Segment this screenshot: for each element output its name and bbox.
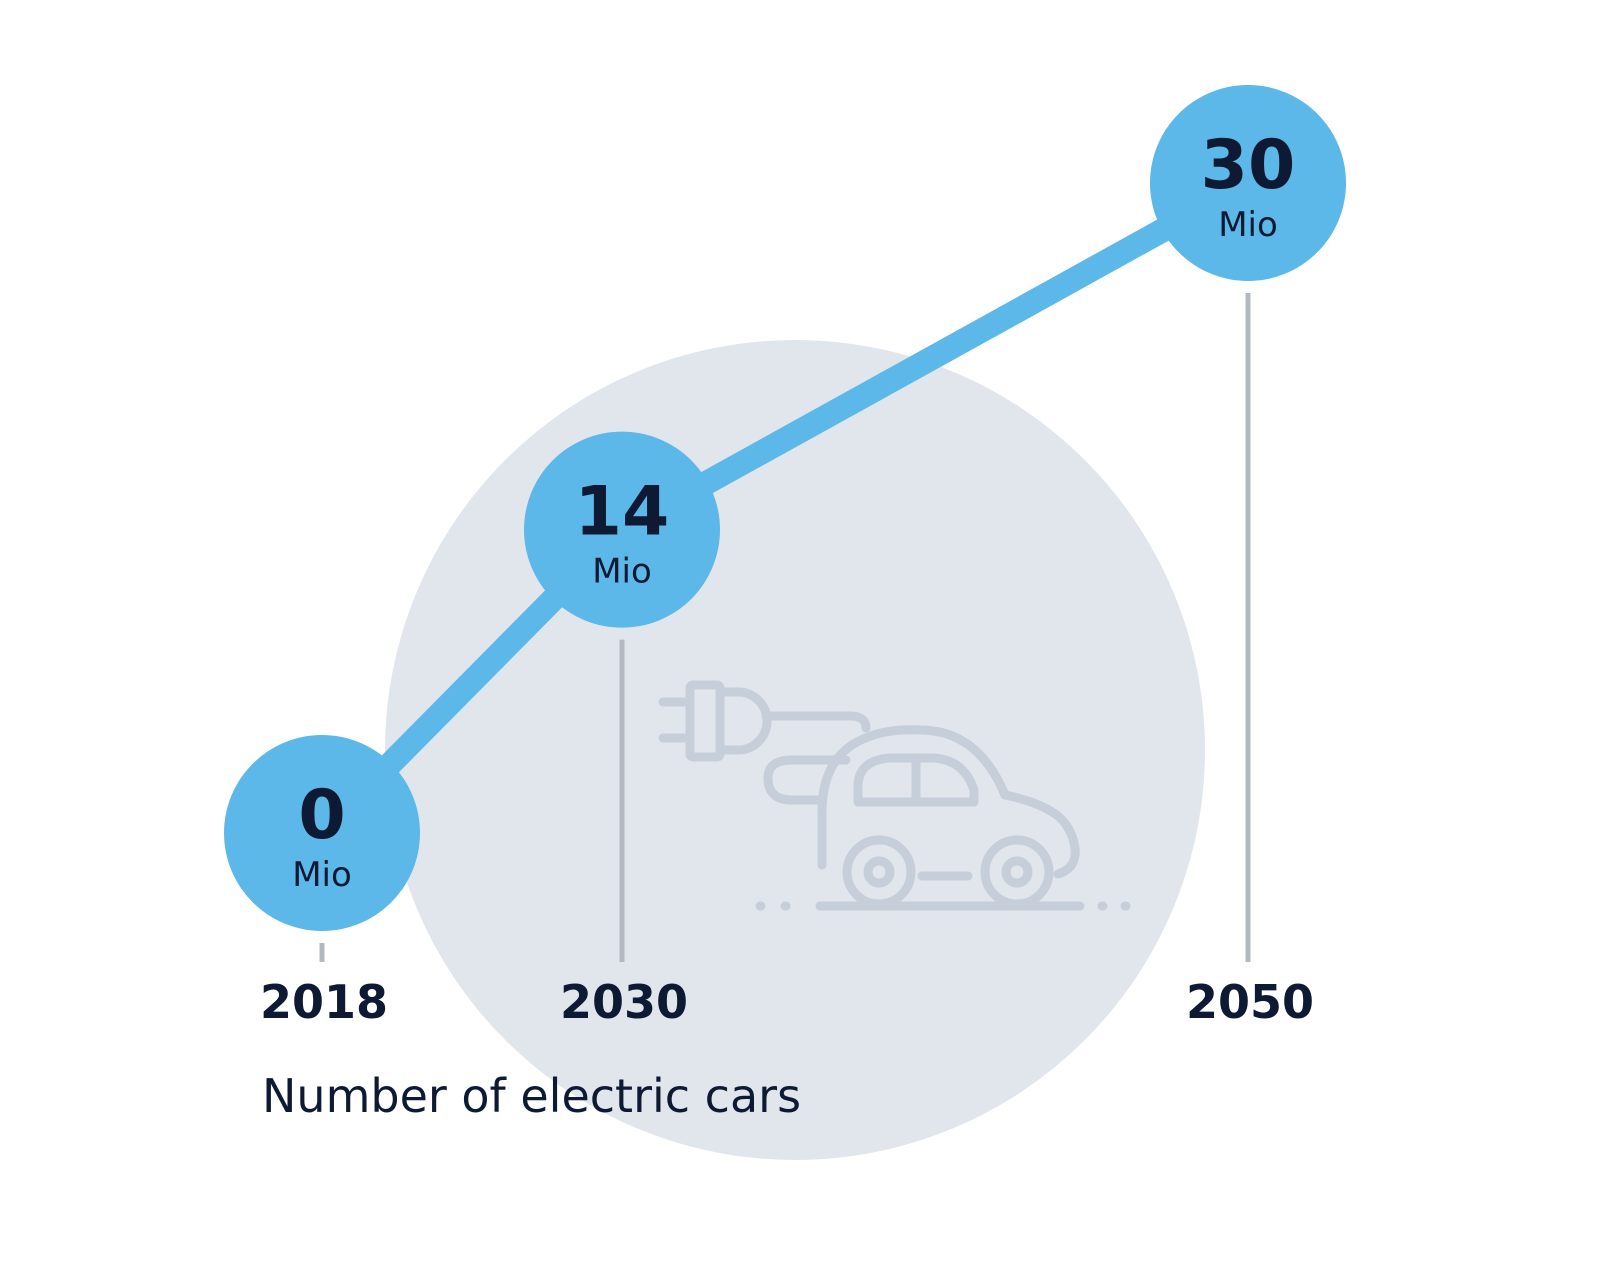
x-axis-labels: 2018 2030 2050 bbox=[260, 975, 1314, 1029]
data-label-unit-2050: Mio bbox=[1218, 205, 1278, 245]
electric-car-icon bbox=[658, 680, 1131, 911]
data-point-2018 bbox=[224, 735, 420, 931]
data-label-value-2030: 14 bbox=[575, 473, 670, 552]
data-label-unit-2018: Mio bbox=[292, 855, 352, 895]
x-tick-label-2050: 2050 bbox=[1186, 975, 1314, 1029]
guide-lines bbox=[319, 293, 1251, 962]
data-label-value-2018: 0 bbox=[298, 776, 345, 855]
background-circle bbox=[385, 340, 1205, 1160]
data-label-value-2050: 30 bbox=[1201, 126, 1296, 205]
data-point-2030 bbox=[524, 431, 720, 628]
chart-caption: Number of electric cars bbox=[262, 1069, 801, 1123]
x-tick-label-2030: 2030 bbox=[560, 975, 688, 1029]
data-label-unit-2030: Mio bbox=[592, 552, 652, 592]
data-point-2050 bbox=[1150, 85, 1346, 281]
x-tick-label-2018: 2018 bbox=[260, 975, 388, 1029]
